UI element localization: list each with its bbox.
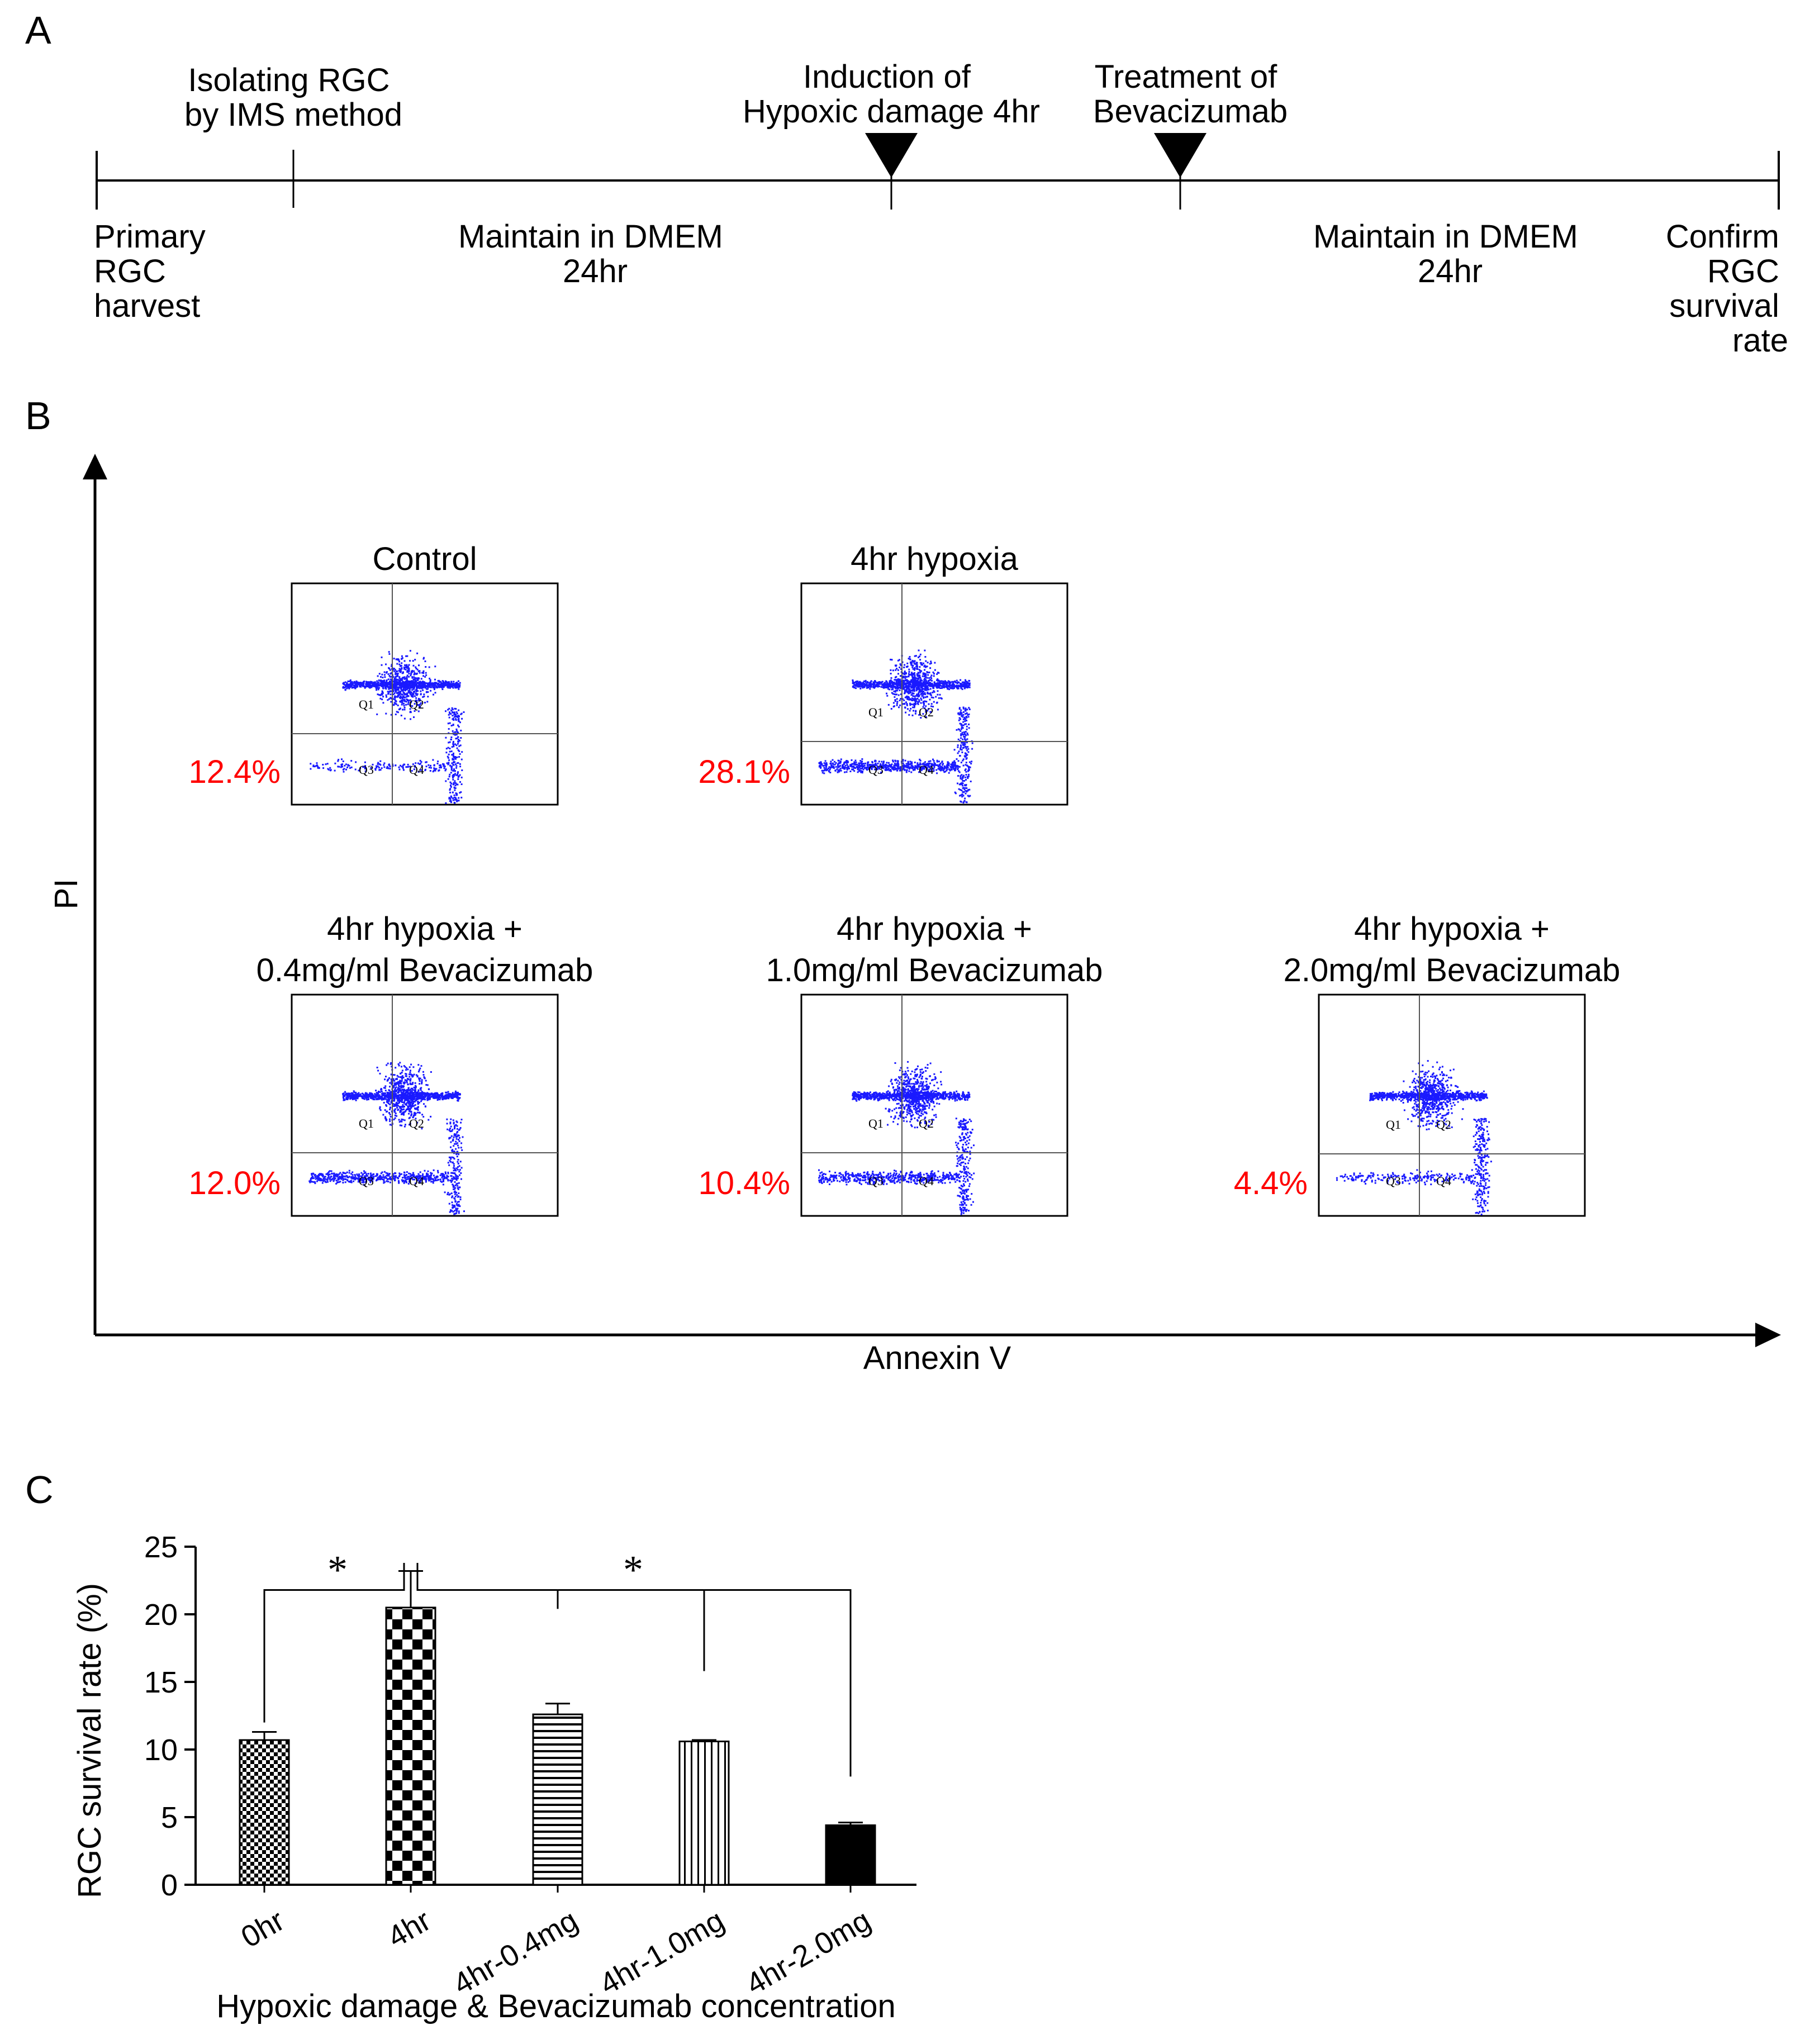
x-tick-label: 0hr <box>235 1903 290 1954</box>
annexin-axis-arrow <box>1755 1323 1781 1347</box>
quadrant-label: Q2 <box>409 1116 424 1130</box>
bar-4hr-0.4mg <box>533 1714 582 1885</box>
flow-plot-percent: 28.1% <box>699 754 790 790</box>
flow-plot-4: 4hr hypoxia +1.0mg/ml Bevacizumab Q1 Q2 Q3 Q… <box>699 911 1103 1216</box>
flow-plot-title: 4hr hypoxia +1.0mg/ml Bevacizumab <box>766 911 1103 988</box>
flow-plot-frame <box>801 995 1067 1216</box>
quadrant-label: Q1 <box>359 1116 374 1130</box>
quadrant-label: Q3 <box>1386 1174 1401 1188</box>
quadrant-label: Q3 <box>359 763 374 777</box>
quadrant-label: Q3 <box>868 1174 884 1188</box>
y-tick-label: 10 <box>144 1733 178 1767</box>
flow-plot-percent: 10.4% <box>699 1165 790 1201</box>
label-confirm-survival: Confirm RGC survival rate <box>1666 218 1788 359</box>
flow-plot-title: 4hr hypoxia <box>851 541 1019 577</box>
flow-plot-title: Control <box>373 541 477 577</box>
flow-plot-percent: 12.4% <box>189 754 281 790</box>
pi-axis-label: PI <box>48 879 84 910</box>
quadrant-label: Q1 <box>359 697 374 711</box>
quadrant-label: Q2 <box>919 1116 934 1130</box>
quadrant-label: Q4 <box>409 763 424 777</box>
label-maintain-1: Maintain in DMEM 24hr <box>458 218 732 289</box>
bar-0hr <box>240 1740 289 1885</box>
x-tick-label: 4hr-2.0mg <box>740 1903 876 2001</box>
treatment-marker-triangle <box>1154 133 1206 178</box>
flow-plot-5: 4hr hypoxia +2.0mg/ml Bevacizumab Q1 Q2 Q3 Q… <box>1234 911 1621 1216</box>
x-tick-label: 4hr-1.0mg <box>594 1903 730 2001</box>
flow-plots: Control Q1 Q2 Q3 Q4 12.4% 4hr hypoxia Q1 Q2 Q3 Q4 2… <box>189 541 1621 1216</box>
chart-y-label: RGC survival rate (%) <box>72 1583 108 1898</box>
panel-a-letter: A <box>25 8 51 52</box>
x-tick-label: 4hr-0.4mg <box>448 1903 583 2001</box>
y-tick-label: 20 <box>144 1598 178 1632</box>
quadrant-label: Q1 <box>868 1116 884 1130</box>
bar-4hr <box>386 1608 435 1885</box>
significance-star-1: * <box>327 1547 348 1592</box>
quadrant-label: Q3 <box>359 1174 374 1188</box>
flow-plot-frame <box>1319 995 1585 1216</box>
label-maintain-2: Maintain in DMEM 24hr <box>1313 218 1587 289</box>
bar-4hr-1.0mg <box>680 1741 729 1885</box>
flow-plot-title: 4hr hypoxia +2.0mg/ml Bevacizumab <box>1284 911 1621 988</box>
significance-star-2: * <box>623 1547 643 1592</box>
significance-bracket-2 <box>417 1563 851 1776</box>
y-tick-label: 0 <box>161 1869 178 1902</box>
panel-a: A Isolating RGC by IMS method Induction … <box>25 8 1788 359</box>
quadrant-label: Q1 <box>1386 1118 1401 1132</box>
quadrant-label: Q4 <box>919 1174 934 1188</box>
flow-plot-frame <box>292 995 558 1216</box>
flow-plot-title: 4hr hypoxia +0.4mg/ml Bevacizumab <box>256 911 593 988</box>
label-isolating: Isolating RGC by IMS method <box>184 62 402 133</box>
quadrant-label: Q3 <box>868 763 884 777</box>
label-induction: Induction of Hypoxic damage 4hr <box>743 59 1040 130</box>
panel-c-letter: C <box>25 1468 54 1511</box>
y-tick-label: 25 <box>144 1530 178 1564</box>
quadrant-label: Q4 <box>1436 1174 1451 1188</box>
quadrant-label: Q4 <box>409 1174 424 1188</box>
quadrant-label: Q4 <box>919 763 934 777</box>
y-tick-label: 15 <box>144 1666 178 1699</box>
panel-b-letter: B <box>25 394 51 438</box>
quadrant-label: Q2 <box>919 705 934 719</box>
pi-axis-arrow <box>83 454 107 479</box>
x-tick-label: 4hr <box>382 1903 436 1954</box>
quadrant-label: Q2 <box>409 697 424 711</box>
flow-plot-percent: 12.0% <box>189 1165 281 1201</box>
annexin-axis-label: Annexin V <box>863 1340 1011 1376</box>
quadrant-label: Q2 <box>1436 1118 1451 1132</box>
panel-b: B PI Annexin V Control Q1 Q2 Q3 Q4 12.4% 4hr h… <box>25 394 1781 1376</box>
flow-plot-2: 4hr hypoxia Q1 Q2 Q3 Q4 28.1% <box>699 541 1067 805</box>
flow-plot-percent: 4.4% <box>1234 1165 1308 1201</box>
chart-x-label: Hypoxic damage & Bevacizumab concentrati… <box>216 1988 895 2024</box>
label-primary-harvest: Primary RGC harvest <box>94 218 215 324</box>
y-tick-label: 5 <box>161 1801 178 1834</box>
flow-plot-1: Control Q1 Q2 Q3 Q4 12.4% <box>189 541 558 805</box>
flow-plot-3: 4hr hypoxia +0.4mg/ml Bevacizumab Q1 Q2 Q3 Q… <box>189 911 593 1216</box>
label-treatment: Treatment of Bevacizumab <box>1093 59 1288 130</box>
quadrant-label: Q1 <box>868 705 884 719</box>
bar-4hr-2.0mg <box>826 1826 875 1885</box>
induction-marker-triangle <box>865 133 918 178</box>
